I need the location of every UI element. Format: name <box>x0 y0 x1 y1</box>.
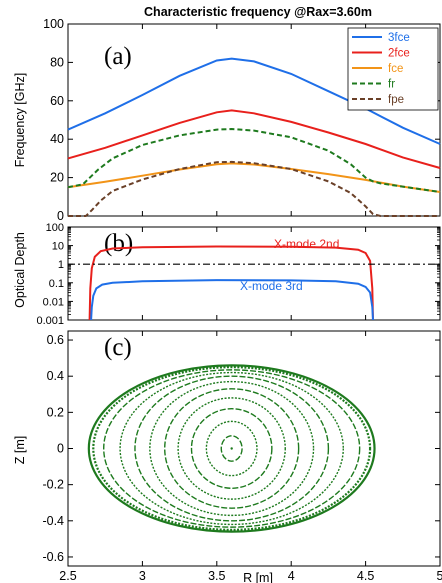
series-line-fr <box>67 127 441 193</box>
x-tick-label: 4 <box>288 569 295 583</box>
flux-surface <box>87 364 376 533</box>
chart-title: Characteristic frequency @Rax=3.60m <box>144 5 372 19</box>
x-tick-label: 2.5 <box>59 569 76 583</box>
y-tick-label: 0.4 <box>47 369 64 383</box>
y-tick-label: 0.01 <box>43 296 64 308</box>
y-axis-label: Frequency [GHz] <box>13 73 27 167</box>
y-tick-label: 0.2 <box>47 405 64 419</box>
y-tick-label: -0.2 <box>42 478 64 492</box>
y-tick-label: -0.4 <box>42 514 64 528</box>
y-tick-label: 0 <box>57 209 64 223</box>
y-tick-label: 60 <box>50 94 64 108</box>
y-axis-label: Optical Depth <box>13 232 27 308</box>
panel-b-optical-depth: 0.001 0.01 0.1 1 10 100 Optical Depth (b) X-mode… <box>13 222 441 327</box>
panel-a-frequency: 0 20 40 60 80 100 Frequency [GHz] (a) 3fce 2fce fc… <box>13 17 441 223</box>
legend-label: 3fce <box>388 32 410 44</box>
y-axis-label: Z [m] <box>13 436 27 464</box>
legend-label: fr <box>388 79 395 91</box>
x-tick-label: 3 <box>139 569 146 583</box>
legend-label: 2fce <box>388 48 410 60</box>
series-line-X-mode-3rd <box>90 279 374 321</box>
y-tick-label: 0.1 <box>49 278 64 290</box>
panel-label: (c) <box>104 334 132 361</box>
panel-label: (b) <box>104 230 133 257</box>
flux-surface <box>190 408 273 489</box>
magnetic-axis-point <box>230 447 233 450</box>
series-line-fpe <box>68 160 440 217</box>
x-axis-label: R [m] <box>243 571 273 583</box>
y-tick-label: 100 <box>46 222 64 234</box>
y-tick-label: 100 <box>43 17 64 31</box>
flux-surface <box>134 375 330 522</box>
panel-c-flux-surfaces: -0.6 -0.4 -0.2 0 0.2 0.4 0.6 Z [m] (c) 2.5 3 3.5 4 4.… <box>13 330 442 583</box>
flux-surface <box>220 435 243 462</box>
flux-surface <box>92 366 372 531</box>
series-line-X-mode-2nd <box>88 245 374 321</box>
axes-frame <box>67 226 441 321</box>
x-tick-label: 5 <box>437 569 442 583</box>
axes-frame <box>67 23 441 217</box>
x-tick-label: 4.5 <box>357 569 374 583</box>
flux-surface <box>205 420 258 477</box>
annotation-x-mode-2nd: X-mode 2nd <box>274 237 339 251</box>
legend-label: fpe <box>388 94 404 106</box>
y-tick-label: 10 <box>52 241 64 253</box>
y-tick-label: 20 <box>50 171 64 185</box>
y-tick-label: -0.6 <box>42 550 64 564</box>
flux-surface <box>177 397 286 500</box>
y-tick-label: 40 <box>50 132 64 146</box>
y-tick-label: 80 <box>50 55 64 69</box>
series-line-3fce <box>67 57 441 145</box>
panel-label: (a) <box>104 43 132 70</box>
flux-surface <box>149 380 315 517</box>
y-tick-label: 0.001 <box>36 315 64 327</box>
annotation-x-mode-3rd: X-mode 3rd <box>240 279 303 293</box>
y-tick-label: 0 <box>57 442 64 456</box>
flux-surface <box>103 369 361 528</box>
y-tick-label: 1 <box>58 259 64 271</box>
y-tick-label: 0.6 <box>47 333 64 347</box>
series-line-2fce <box>67 109 441 169</box>
flux-surface <box>164 388 300 509</box>
flux-surface <box>119 371 344 526</box>
legend-label: fce <box>388 63 403 75</box>
x-tick-label: 3.5 <box>208 569 225 583</box>
